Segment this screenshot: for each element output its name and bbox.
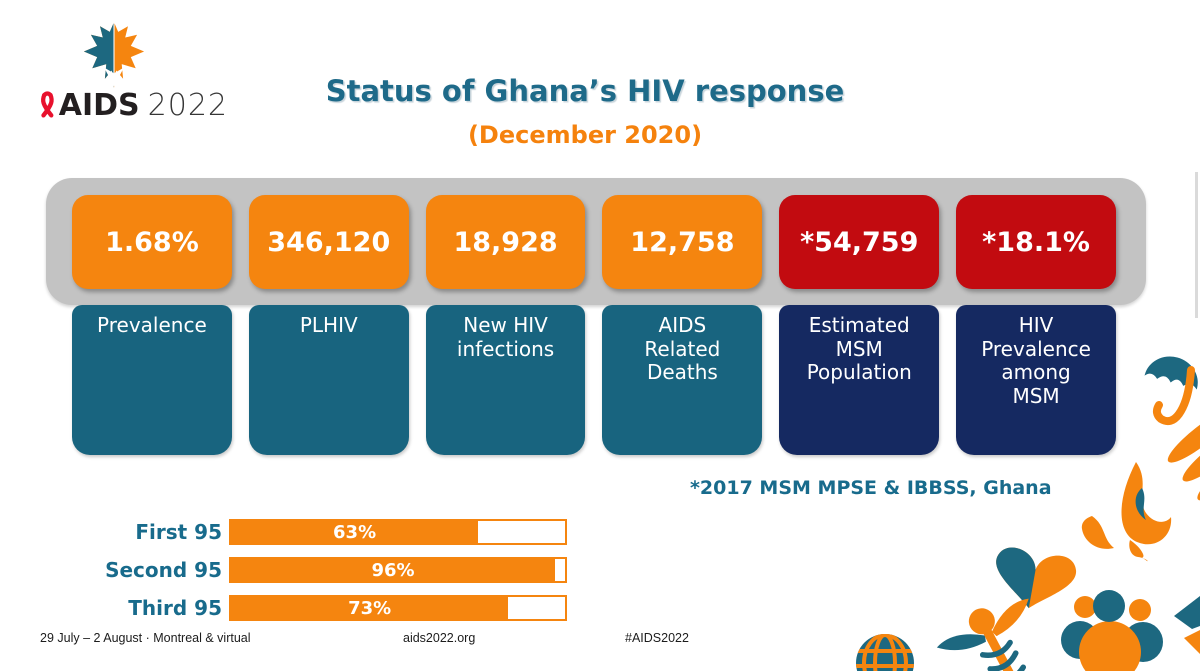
red-ribbon-icon: [41, 90, 54, 118]
footer-hashtag: #AIDS2022: [625, 631, 689, 645]
stat-card-msm-population: *54,759 Estimated MSM Population: [779, 195, 940, 455]
bar-value: 73%: [348, 597, 392, 619]
stat-cards: 1.68% Prevalence 346,120 PLHIV 18,928 Ne…: [72, 195, 1116, 455]
bar-value: 63%: [333, 521, 377, 543]
footer-website: aids2022.org: [403, 631, 476, 645]
page-title: Status of Ghana’s HIV response: [325, 74, 845, 108]
maple-leaf-icon: [83, 22, 145, 88]
bar-value: 96%: [371, 559, 415, 581]
bar-fill: 96%: [231, 559, 555, 581]
logo-year: 2022: [147, 88, 228, 123]
stat-label: AIDS Related Deaths: [602, 305, 763, 455]
heart-icon: [989, 544, 1079, 616]
footer-dates: 29 July – 2 August · Montreal & virtual: [40, 631, 251, 645]
edge-line: [1195, 172, 1198, 318]
stat-value: 18,928: [425, 195, 586, 289]
bars-chart-95-95-95: First 95 63% Second 95 96% Third 95 73%: [0, 519, 567, 621]
footnote: *2017 MSM MPSE & IBBSS, Ghana: [690, 477, 1052, 499]
stat-label: PLHIV: [248, 305, 409, 455]
stat-label: HIV Prevalence among MSM: [956, 305, 1116, 455]
bar-track: 96%: [229, 557, 567, 583]
caduceus-icon: [936, 598, 1029, 671]
stat-card-msm-prevalence: *18.1% HIV Prevalence among MSM: [956, 195, 1116, 455]
bar-fill: 73%: [231, 597, 509, 619]
bar-label: Second 95: [105, 558, 222, 582]
bar-fill: 63%: [231, 521, 479, 543]
decorative-graphics: [856, 356, 1200, 671]
stat-value: *54,759: [779, 195, 940, 289]
bar-label: Third 95: [128, 596, 222, 620]
stat-card-plhiv: 346,120 PLHIV: [248, 195, 409, 455]
stat-label: Prevalence: [72, 305, 232, 455]
feather-leaves-icon: [1167, 408, 1200, 501]
stat-value: 1.68%: [72, 195, 232, 289]
bar-row-second-95: Second 95 96%: [0, 557, 567, 583]
stat-card-aids-deaths: 12,758 AIDS Related Deaths: [602, 195, 763, 455]
bar-row-first-95: First 95 63%: [0, 519, 567, 545]
page-subtitle: (December 2020): [467, 121, 703, 149]
aids-2022-logo: AIDS 2022: [38, 20, 228, 123]
wedge-icon: [1174, 596, 1200, 654]
bar-track: 63%: [229, 519, 567, 545]
people-group-icon: [1061, 590, 1163, 671]
stat-card-new-infections: 18,928 New HIV infections: [425, 195, 586, 455]
stat-card-prevalence: 1.68% Prevalence: [72, 195, 232, 455]
stat-value: 346,120: [248, 195, 409, 289]
stat-value: 12,758: [602, 195, 763, 289]
flame-icon: [1081, 462, 1172, 562]
bar-label: First 95: [135, 520, 222, 544]
logo-name: AIDS: [58, 88, 140, 123]
stat-label: Estimated MSM Population: [779, 305, 940, 455]
stat-value: *18.1%: [956, 195, 1116, 289]
bar-track: 73%: [229, 595, 567, 621]
stat-label: New HIV infections: [425, 305, 586, 455]
bar-row-third-95: Third 95 73%: [0, 595, 567, 621]
umbrella-icon: [1144, 356, 1198, 426]
globe-icon: [856, 634, 914, 671]
